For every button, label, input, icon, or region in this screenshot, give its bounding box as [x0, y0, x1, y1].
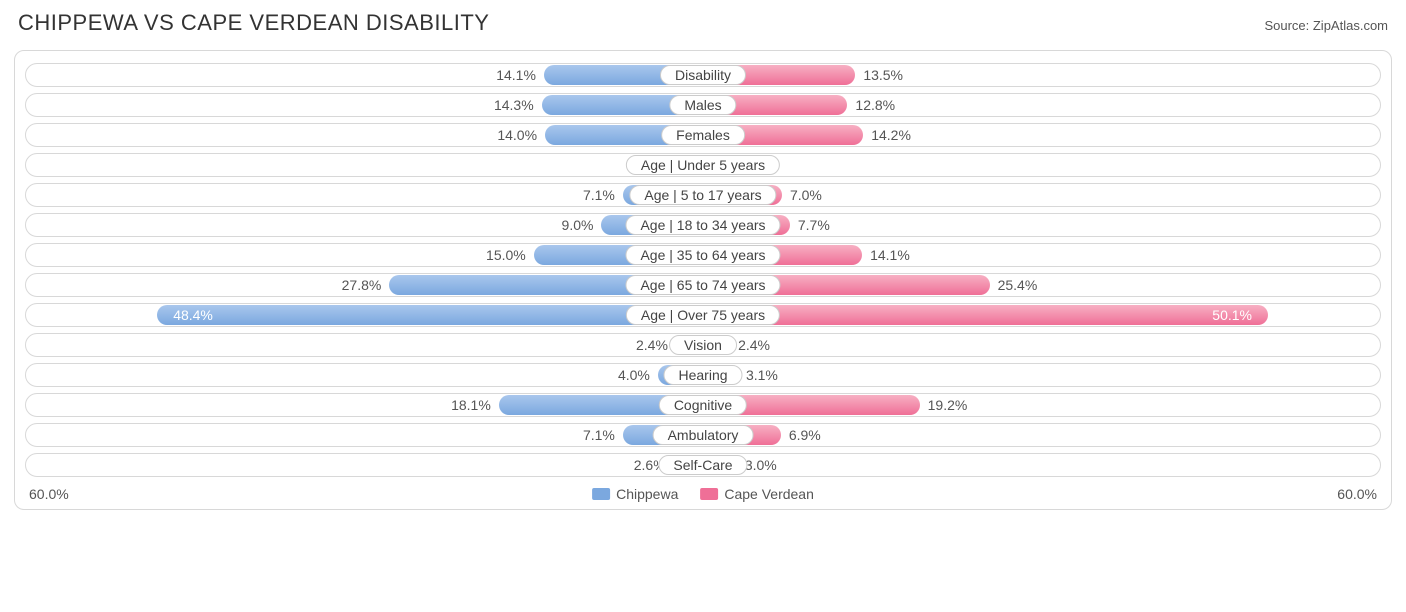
value-label-left: 27.8%	[342, 277, 382, 293]
value-label-right: 7.0%	[790, 187, 822, 203]
legend-swatch-left	[592, 488, 610, 500]
value-label-right: 7.7%	[798, 217, 830, 233]
legend-item-left: Chippewa	[592, 486, 678, 502]
chart-row: 18.1% 19.2% Cognitive	[25, 393, 1381, 417]
category-label: Males	[669, 95, 736, 115]
value-label-right: 19.2%	[928, 397, 968, 413]
category-label: Females	[661, 125, 745, 145]
chart-row: 7.1% 6.9% Ambulatory	[25, 423, 1381, 447]
category-label: Age | Under 5 years	[626, 155, 780, 175]
value-label-left: 14.0%	[497, 127, 537, 143]
source-attribution: Source: ZipAtlas.com	[1264, 18, 1388, 33]
value-label-right: 12.8%	[855, 97, 895, 113]
legend-item-right: Cape Verdean	[700, 486, 814, 502]
chart-row: 1.9%1.7%Age | Under 5 years	[25, 153, 1381, 177]
legend: Chippewa Cape Verdean	[592, 486, 814, 502]
category-label: Hearing	[663, 365, 742, 385]
chart-row: 27.8% 25.4% Age | 65 to 74 years	[25, 273, 1381, 297]
value-label-left: 2.4%	[636, 337, 668, 353]
legend-swatch-right	[700, 488, 718, 500]
chart-footer: 60.0% Chippewa Cape Verdean 60.0%	[25, 483, 1381, 505]
value-label-left: 7.1%	[583, 187, 615, 203]
page-title: CHIPPEWA VS CAPE VERDEAN DISABILITY	[18, 10, 489, 36]
chart-row: 9.0% 7.7% Age | 18 to 34 years	[25, 213, 1381, 237]
chart-row: 48.4% 50.1% Age | Over 75 years	[25, 303, 1381, 327]
axis-max-left: 60.0%	[29, 486, 69, 502]
value-label-left: 14.3%	[494, 97, 534, 113]
value-label-left: 15.0%	[486, 247, 526, 263]
bar-left	[157, 305, 703, 325]
diverging-bar-chart: 14.1% 13.5% Disability 14.3% 12.8% Males 14.0%…	[14, 50, 1392, 510]
value-label-left: 14.1%	[496, 67, 536, 83]
value-label-left: 48.4%	[173, 307, 213, 323]
value-label-right: 3.0%	[745, 457, 777, 473]
category-label: Self-Care	[658, 455, 747, 475]
chart-row: 2.6%3.0%Self-Care	[25, 453, 1381, 477]
chart-row: 2.4% 2.4%Vision	[25, 333, 1381, 357]
legend-label-left: Chippewa	[616, 486, 678, 502]
legend-label-right: Cape Verdean	[724, 486, 814, 502]
category-label: Cognitive	[659, 395, 747, 415]
chart-row: 15.0% 14.1% Age | 35 to 64 years	[25, 243, 1381, 267]
category-label: Vision	[669, 335, 737, 355]
value-label-left: 18.1%	[451, 397, 491, 413]
category-label: Age | 5 to 17 years	[629, 185, 776, 205]
category-label: Age | 65 to 74 years	[625, 275, 780, 295]
value-label-right: 6.9%	[789, 427, 821, 443]
category-label: Age | Over 75 years	[626, 305, 780, 325]
value-label-right: 2.4%	[738, 337, 770, 353]
value-label-left: 9.0%	[562, 217, 594, 233]
chart-row: 7.1% 7.0% Age | 5 to 17 years	[25, 183, 1381, 207]
category-label: Disability	[660, 65, 746, 85]
value-label-left: 4.0%	[618, 367, 650, 383]
value-label-right: 3.1%	[746, 367, 778, 383]
chart-row: 4.0% 3.1%Hearing	[25, 363, 1381, 387]
category-label: Age | 35 to 64 years	[625, 245, 780, 265]
value-label-right: 14.2%	[871, 127, 911, 143]
value-label-right: 25.4%	[998, 277, 1038, 293]
category-label: Age | 18 to 34 years	[625, 215, 780, 235]
chart-row: 14.3% 12.8% Males	[25, 93, 1381, 117]
category-label: Ambulatory	[653, 425, 754, 445]
axis-max-right: 60.0%	[1337, 486, 1377, 502]
value-label-right: 14.1%	[870, 247, 910, 263]
value-label-left: 7.1%	[583, 427, 615, 443]
bar-right	[703, 305, 1268, 325]
value-label-right: 50.1%	[1212, 307, 1252, 323]
value-label-right: 13.5%	[863, 67, 903, 83]
chart-row: 14.1% 13.5% Disability	[25, 63, 1381, 87]
chart-row: 14.0% 14.2% Females	[25, 123, 1381, 147]
